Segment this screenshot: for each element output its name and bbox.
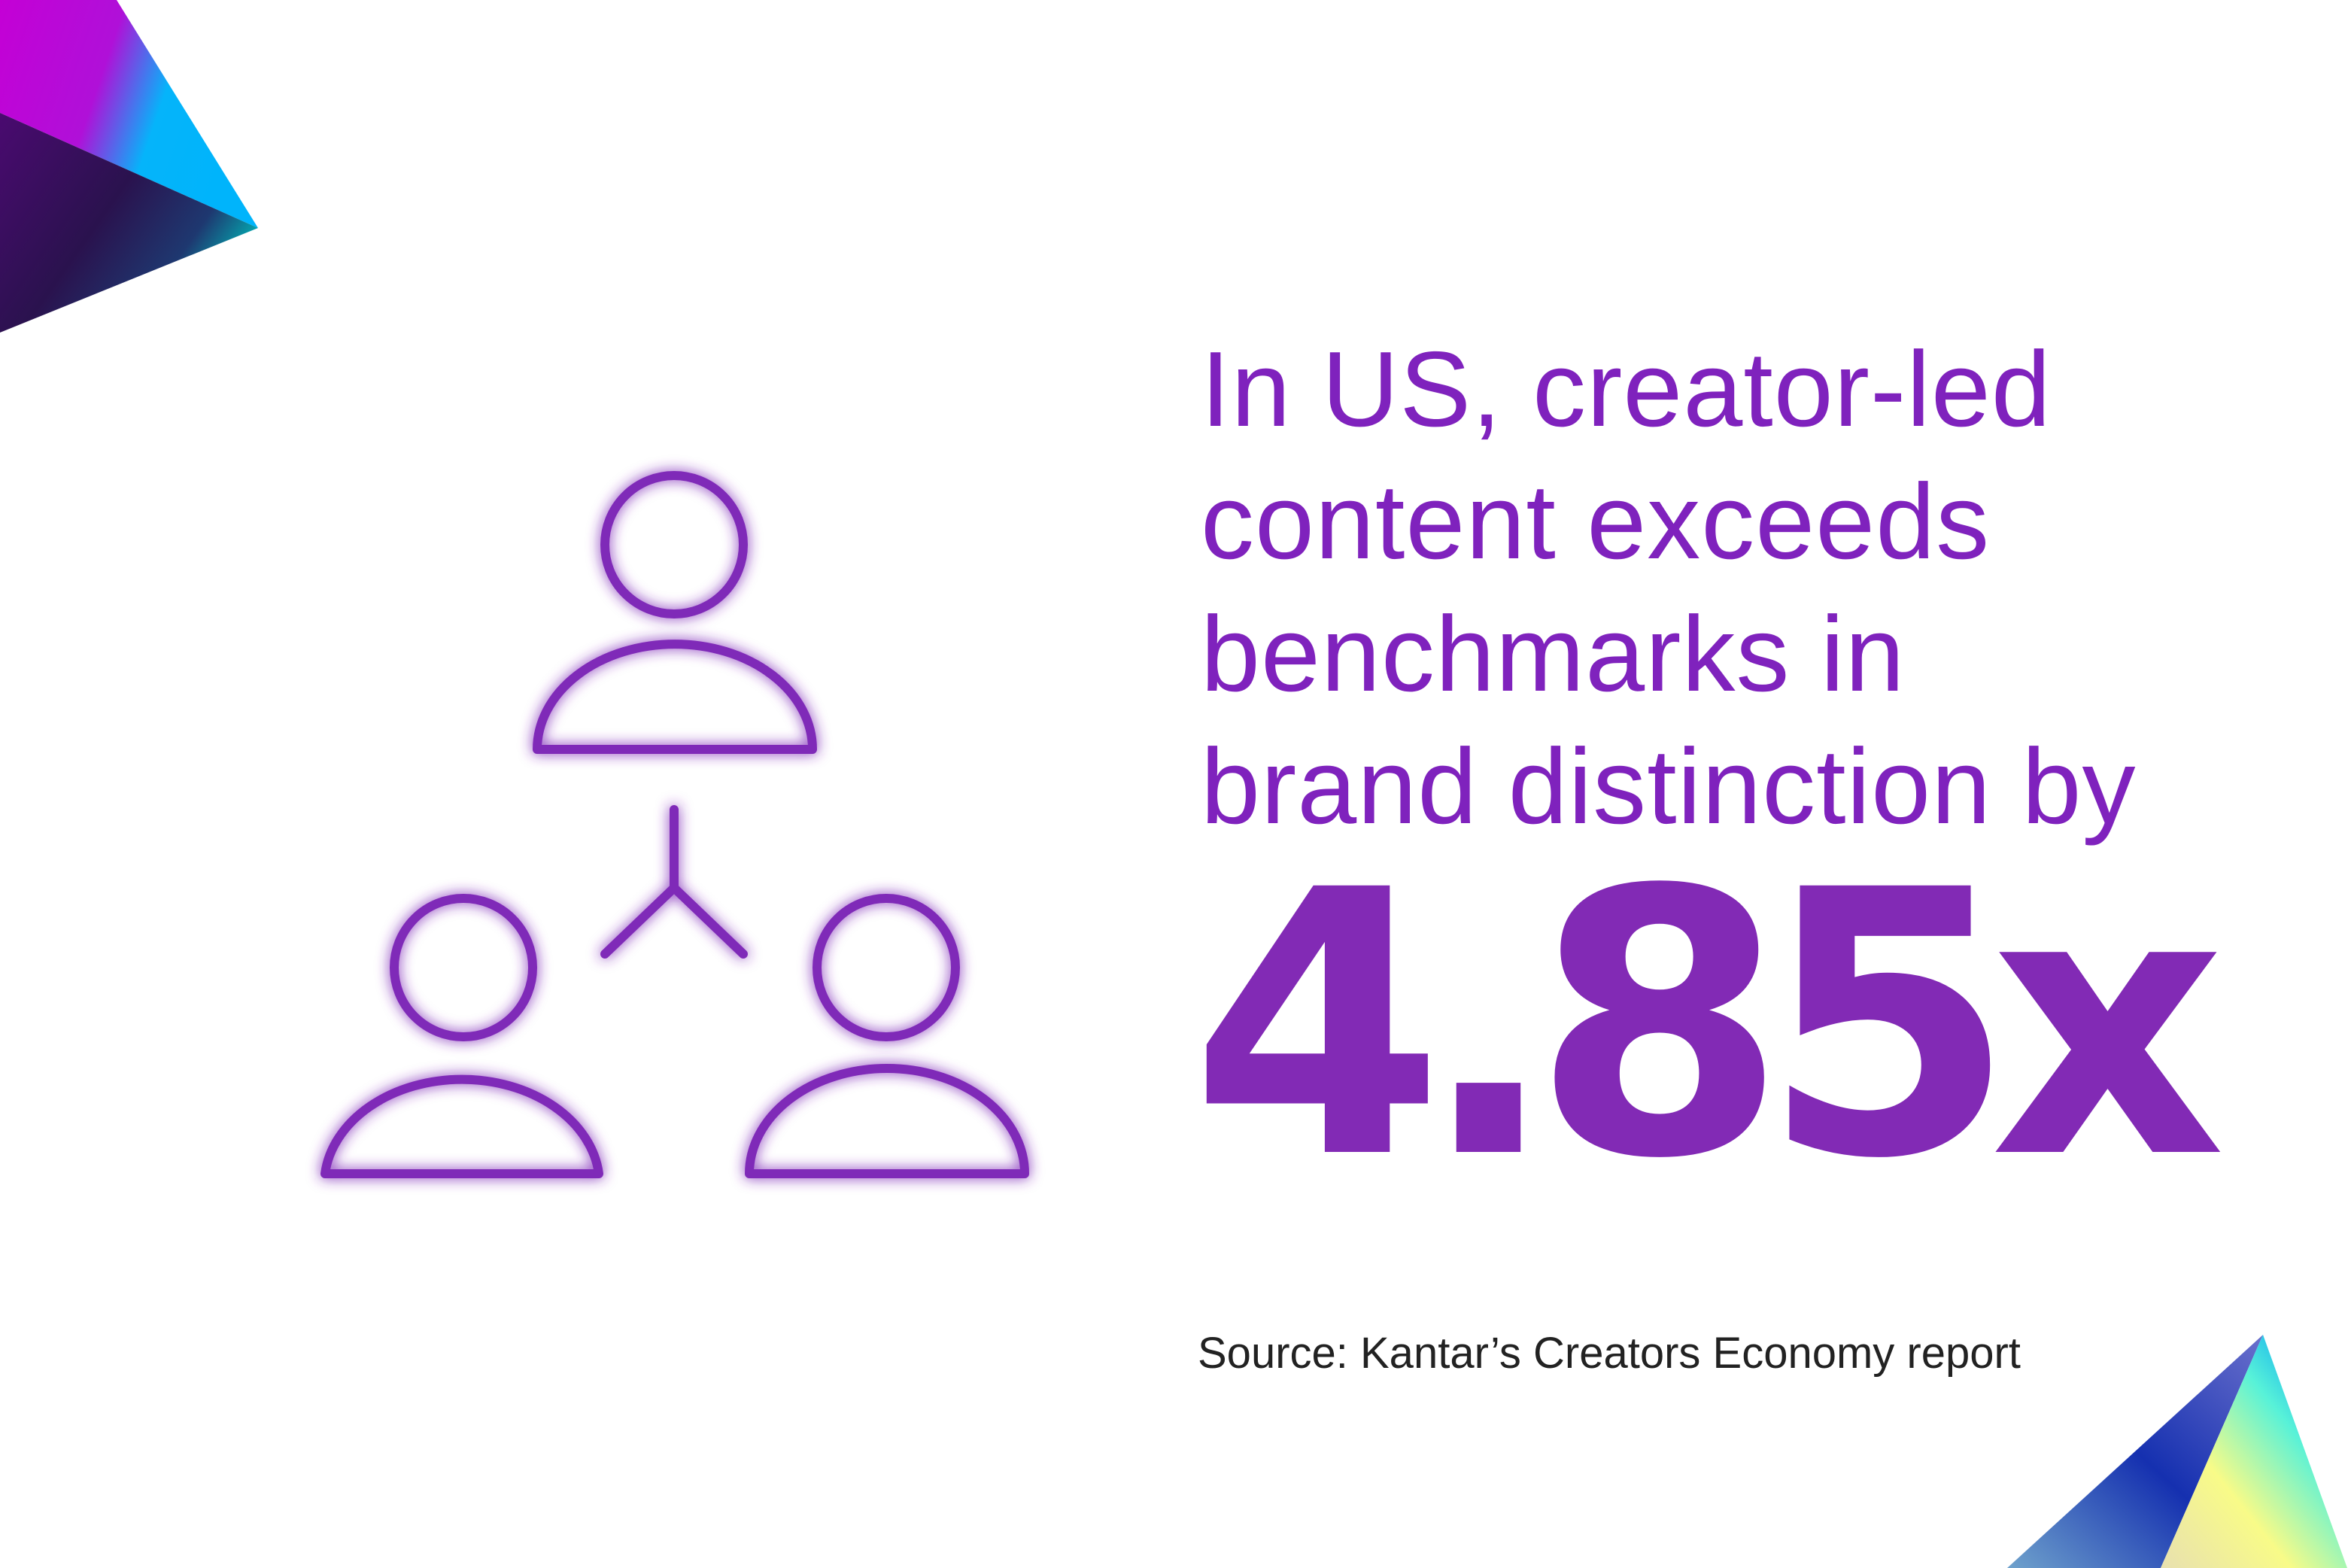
headline-line-2: content exceeds bbox=[1201, 462, 1991, 582]
corner-prism-bottom-right bbox=[2007, 1335, 2347, 1568]
source-citation: Source: Kantar’s Creators Economy report bbox=[1198, 1329, 2021, 1378]
headline-line-1: In US, creator-led bbox=[1201, 330, 2052, 449]
headline-line-4: brand distinction by bbox=[1201, 727, 2137, 846]
stat-value: 4.85x bbox=[1190, 813, 2226, 1238]
people-network-icon bbox=[320, 471, 1029, 1178]
headline-line-3: benchmarks in bbox=[1201, 594, 1906, 714]
corner-prism-top-left bbox=[0, 0, 258, 333]
